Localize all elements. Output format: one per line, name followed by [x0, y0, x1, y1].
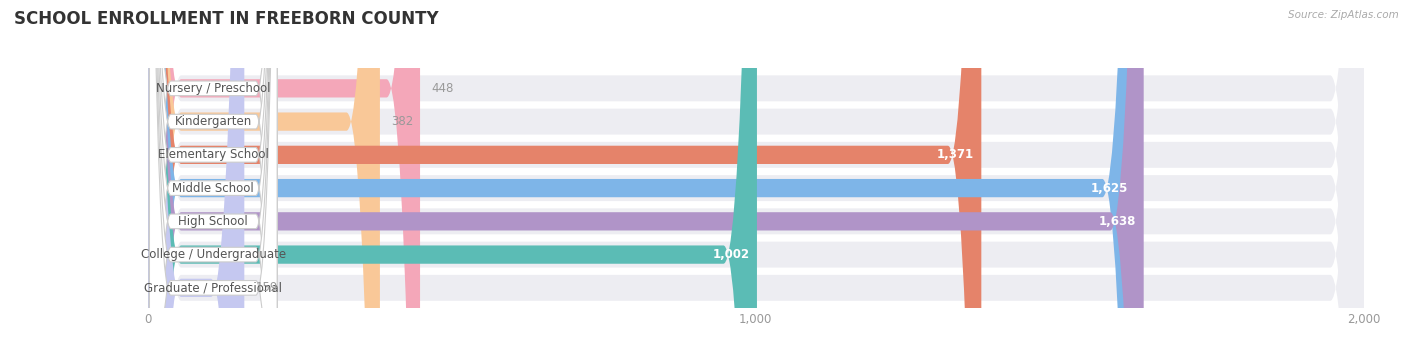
Text: 1,002: 1,002	[713, 248, 749, 261]
FancyBboxPatch shape	[149, 0, 277, 342]
FancyBboxPatch shape	[148, 0, 981, 342]
FancyBboxPatch shape	[149, 0, 277, 342]
FancyBboxPatch shape	[149, 0, 277, 342]
FancyBboxPatch shape	[148, 0, 1364, 342]
FancyBboxPatch shape	[148, 0, 756, 342]
Text: Source: ZipAtlas.com: Source: ZipAtlas.com	[1288, 10, 1399, 20]
FancyBboxPatch shape	[149, 0, 277, 342]
Text: High School: High School	[179, 215, 249, 228]
FancyBboxPatch shape	[149, 0, 277, 342]
FancyBboxPatch shape	[148, 0, 380, 342]
Text: 1,625: 1,625	[1091, 182, 1129, 195]
Text: 159: 159	[256, 281, 277, 294]
FancyBboxPatch shape	[148, 0, 1136, 342]
Text: Middle School: Middle School	[173, 182, 254, 195]
FancyBboxPatch shape	[148, 0, 1364, 342]
FancyBboxPatch shape	[148, 0, 245, 342]
FancyBboxPatch shape	[148, 0, 1364, 342]
FancyBboxPatch shape	[149, 0, 277, 342]
Text: Elementary School: Elementary School	[157, 148, 269, 161]
Text: 1,371: 1,371	[936, 148, 974, 161]
Text: Kindergarten: Kindergarten	[174, 115, 252, 128]
Text: 448: 448	[432, 82, 453, 95]
FancyBboxPatch shape	[148, 0, 1143, 342]
FancyBboxPatch shape	[148, 0, 1364, 342]
FancyBboxPatch shape	[148, 0, 1364, 342]
FancyBboxPatch shape	[148, 0, 1364, 342]
Text: College / Undergraduate: College / Undergraduate	[141, 248, 285, 261]
FancyBboxPatch shape	[149, 0, 277, 342]
FancyBboxPatch shape	[148, 0, 420, 342]
Text: 382: 382	[391, 115, 413, 128]
Text: 1,638: 1,638	[1099, 215, 1136, 228]
Text: Nursery / Preschool: Nursery / Preschool	[156, 82, 270, 95]
Text: Graduate / Professional: Graduate / Professional	[145, 281, 283, 294]
FancyBboxPatch shape	[148, 0, 1364, 342]
Text: SCHOOL ENROLLMENT IN FREEBORN COUNTY: SCHOOL ENROLLMENT IN FREEBORN COUNTY	[14, 10, 439, 28]
